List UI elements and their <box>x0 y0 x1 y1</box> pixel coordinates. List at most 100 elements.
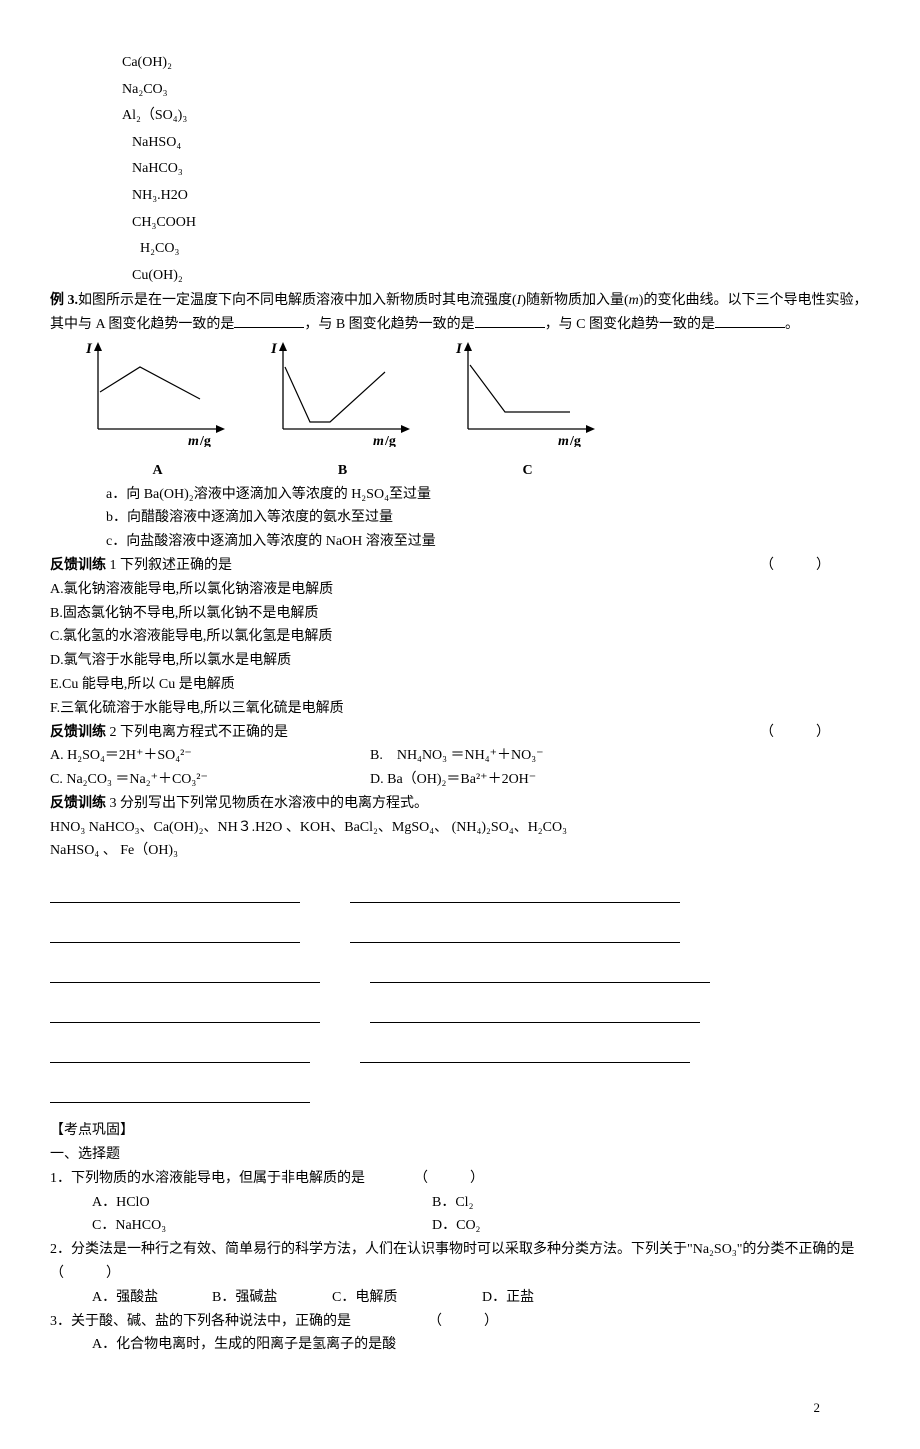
ex3-t5: ，与 C 图变化趋势一致的是 <box>545 317 715 332</box>
svg-text:I: I <box>455 341 463 357</box>
formula: NaHCO₃ <box>132 156 870 183</box>
svg-text:I: I <box>270 341 278 357</box>
fk2-c: C. Na₂CO₃ ＝Na₂⁺＋CO₃²⁻ <box>50 768 310 792</box>
fk2-d: D. Ba（OH)₂＝Ba²⁺＋2OH⁻ <box>370 772 536 787</box>
fk3-num: 3 <box>106 796 120 811</box>
chart-label-a: A <box>80 459 235 483</box>
blank <box>475 313 545 328</box>
kd-title: 【考点巩固】 <box>50 1119 870 1143</box>
fk3-title: 反馈训练 <box>50 796 106 811</box>
blank-line <box>50 1021 320 1023</box>
q1-row2: C．NaHCO₃D．CO₂ <box>92 1214 870 1238</box>
blank-line <box>50 1061 310 1063</box>
ex3-t1: 如图所示是在一定温度下向不同电解质溶液中加入新物质时其电流强度( <box>78 293 517 308</box>
formula: Ca(OH)₂ <box>122 50 870 77</box>
blank-line <box>350 901 680 903</box>
fk1-c: C.氯化氢的水溶液能导电,所以氯化氢是电解质 <box>50 625 870 649</box>
svg-text:m: m <box>373 434 384 447</box>
blank-row <box>50 1081 870 1103</box>
fk1-e: E.Cu 能导电,所以 Cu 是电解质 <box>50 673 870 697</box>
blank-line <box>370 1021 700 1023</box>
blank-row <box>50 961 870 983</box>
q2-c: C．电解质 <box>332 1286 482 1310</box>
fk1-d: D.氯气溶于水能导电,所以氯水是电解质 <box>50 649 870 673</box>
paren: （ ） <box>760 721 830 745</box>
page-number: 2 <box>50 1397 870 1419</box>
svg-text:/g: /g <box>384 434 396 447</box>
fk2-b: B. NH₄NO₃ ＝NH₄⁺＋NO₃⁻ <box>370 748 544 763</box>
q1: 1．下列物质的水溶液能导电，但属于非电解质的是 （ ） <box>50 1167 870 1191</box>
fk2-row1: A. H₂SO₄＝2H⁺＋SO₄²⁻ B. NH₄NO₃ ＝NH₄⁺＋NO₃⁻ <box>50 744 870 768</box>
chart-label-c: C <box>450 459 605 483</box>
q1-b: B．Cl₂ <box>432 1195 473 1210</box>
q1-d: D．CO₂ <box>432 1218 480 1233</box>
formula: Al₂（SO₄)₃ <box>122 103 870 130</box>
ex3-title: 例 3. <box>50 293 78 308</box>
svg-text:m: m <box>188 434 199 447</box>
blank-row <box>50 881 870 903</box>
blank-line <box>50 1101 310 1103</box>
q2-d: D．正盐 <box>482 1290 534 1305</box>
sub-opt-b: b．向醋酸溶液中逐滴加入等浓度的氨水至过量 <box>106 506 870 530</box>
fk1-f: F.三氧化硫溶于水能导电,所以三氧化硫是电解质 <box>50 697 870 721</box>
q2-row: A．强酸盐B．强碱盐C．电解质D．正盐 <box>92 1286 870 1310</box>
blank-line <box>50 901 300 903</box>
chart-B: I m /g B <box>265 337 420 483</box>
chart-svg-c: I m /g <box>450 337 605 447</box>
chart-svg-b: I m /g <box>265 337 420 447</box>
blank <box>234 313 304 328</box>
q3-a: A．化合物电离时，生成的阳离子是氢离子的是酸 <box>92 1333 870 1357</box>
sub-opt-a: a．向 Ba(OH)₂溶液中逐滴加入等浓度的 H₂SO₄至过量 <box>106 483 870 507</box>
formula: NaHSO₄ <box>132 130 870 157</box>
ex3-m: m <box>629 293 639 308</box>
kd-sec: 一、选择题 <box>50 1143 870 1167</box>
fk2-row2: C. Na₂CO₃ ＝Na₂⁺＋CO₃²⁻ D. Ba（OH)₂＝Ba²⁺＋2OH… <box>50 768 870 792</box>
fk1-text: 下列叙述正确的是 <box>120 558 232 573</box>
fk1-a: A.氯化钠溶液能导电,所以氯化钠溶液是电解质 <box>50 578 870 602</box>
fk2-num: 2 <box>106 725 120 740</box>
sub-opt-c: c．向盐酸溶液中逐滴加入等浓度的 NaOH 溶液至过量 <box>106 530 870 554</box>
chart-svg-a: I m /g <box>80 337 235 447</box>
blank-line <box>50 981 320 983</box>
fk2-title: 反馈训练 <box>50 725 106 740</box>
ex3-t4: ，与 B 图变化趋势一致的是 <box>304 317 474 332</box>
q1-a: A．HClO <box>92 1191 432 1215</box>
q2-b: B．强碱盐 <box>212 1286 332 1310</box>
q2: 2．分类法是一种行之有效、简单易行的科学方法，人们在认识事物时可以采取多种分类方… <box>50 1238 870 1286</box>
blank-line <box>50 941 300 943</box>
q2-a: A．强酸盐 <box>92 1286 212 1310</box>
fk1-b: B.固态氯化钠不导电,所以氯化钠不是电解质 <box>50 602 870 626</box>
formula: Cu(OH)₂ <box>132 263 870 290</box>
blank-row <box>50 1001 870 1023</box>
fk2-a: A. H₂SO₄＝2H⁺＋SO₄²⁻ <box>50 744 310 768</box>
fk2-text: 下列电离方程式不正确的是 <box>120 725 288 740</box>
formula: CH₃COOH <box>132 210 870 237</box>
svg-text:I: I <box>85 341 93 357</box>
blank-row <box>50 921 870 943</box>
fk3-line1: HNO₃ NaHCO₃、Ca(OH)₂、NH３.H2O 、KOH、BaCl₂、M… <box>50 816 870 840</box>
svg-text:m: m <box>558 434 569 447</box>
formula: Na₂CO₃ <box>122 77 870 104</box>
svg-text:/g: /g <box>569 434 581 447</box>
ex3-t6: 。 <box>785 317 799 332</box>
fk3: 反馈训练 3 分别写出下列常见物质在水溶液中的电离方程式。 <box>50 792 870 816</box>
q3: 3．关于酸、碱、盐的下列各种说法中，正确的是 （ ） <box>50 1310 870 1334</box>
blank-line <box>350 941 680 943</box>
formula: NH₃.H2O <box>132 183 870 210</box>
chart-C: I m /g C <box>450 337 605 483</box>
blank-line <box>360 1061 690 1063</box>
fk1-num: 1 <box>106 558 120 573</box>
chart-A: I m /g A <box>80 337 235 483</box>
charts-row: I m /g A I m /g B I m /g C <box>80 337 870 483</box>
q1-c: C．NaHCO₃ <box>92 1214 432 1238</box>
blank-row <box>50 1041 870 1063</box>
fk2: 反馈训练 2 下列电离方程式不正确的是 （ ） <box>50 721 870 745</box>
blank-line <box>370 981 710 983</box>
example-3: 例 3.如图所示是在一定温度下向不同电解质溶液中加入新物质时其电流强度(I)随新… <box>50 289 870 337</box>
q1-row1: A．HClOB．Cl₂ <box>92 1191 870 1215</box>
formula-list: Ca(OH)₂ Na₂CO₃ Al₂（SO₄)₃ NaHSO₄ NaHCO₃ N… <box>122 50 870 289</box>
formula: H₂CO₃ <box>140 236 870 263</box>
svg-text:/g: /g <box>199 434 211 447</box>
fk1-title: 反馈训练 <box>50 558 106 573</box>
chart-label-b: B <box>265 459 420 483</box>
